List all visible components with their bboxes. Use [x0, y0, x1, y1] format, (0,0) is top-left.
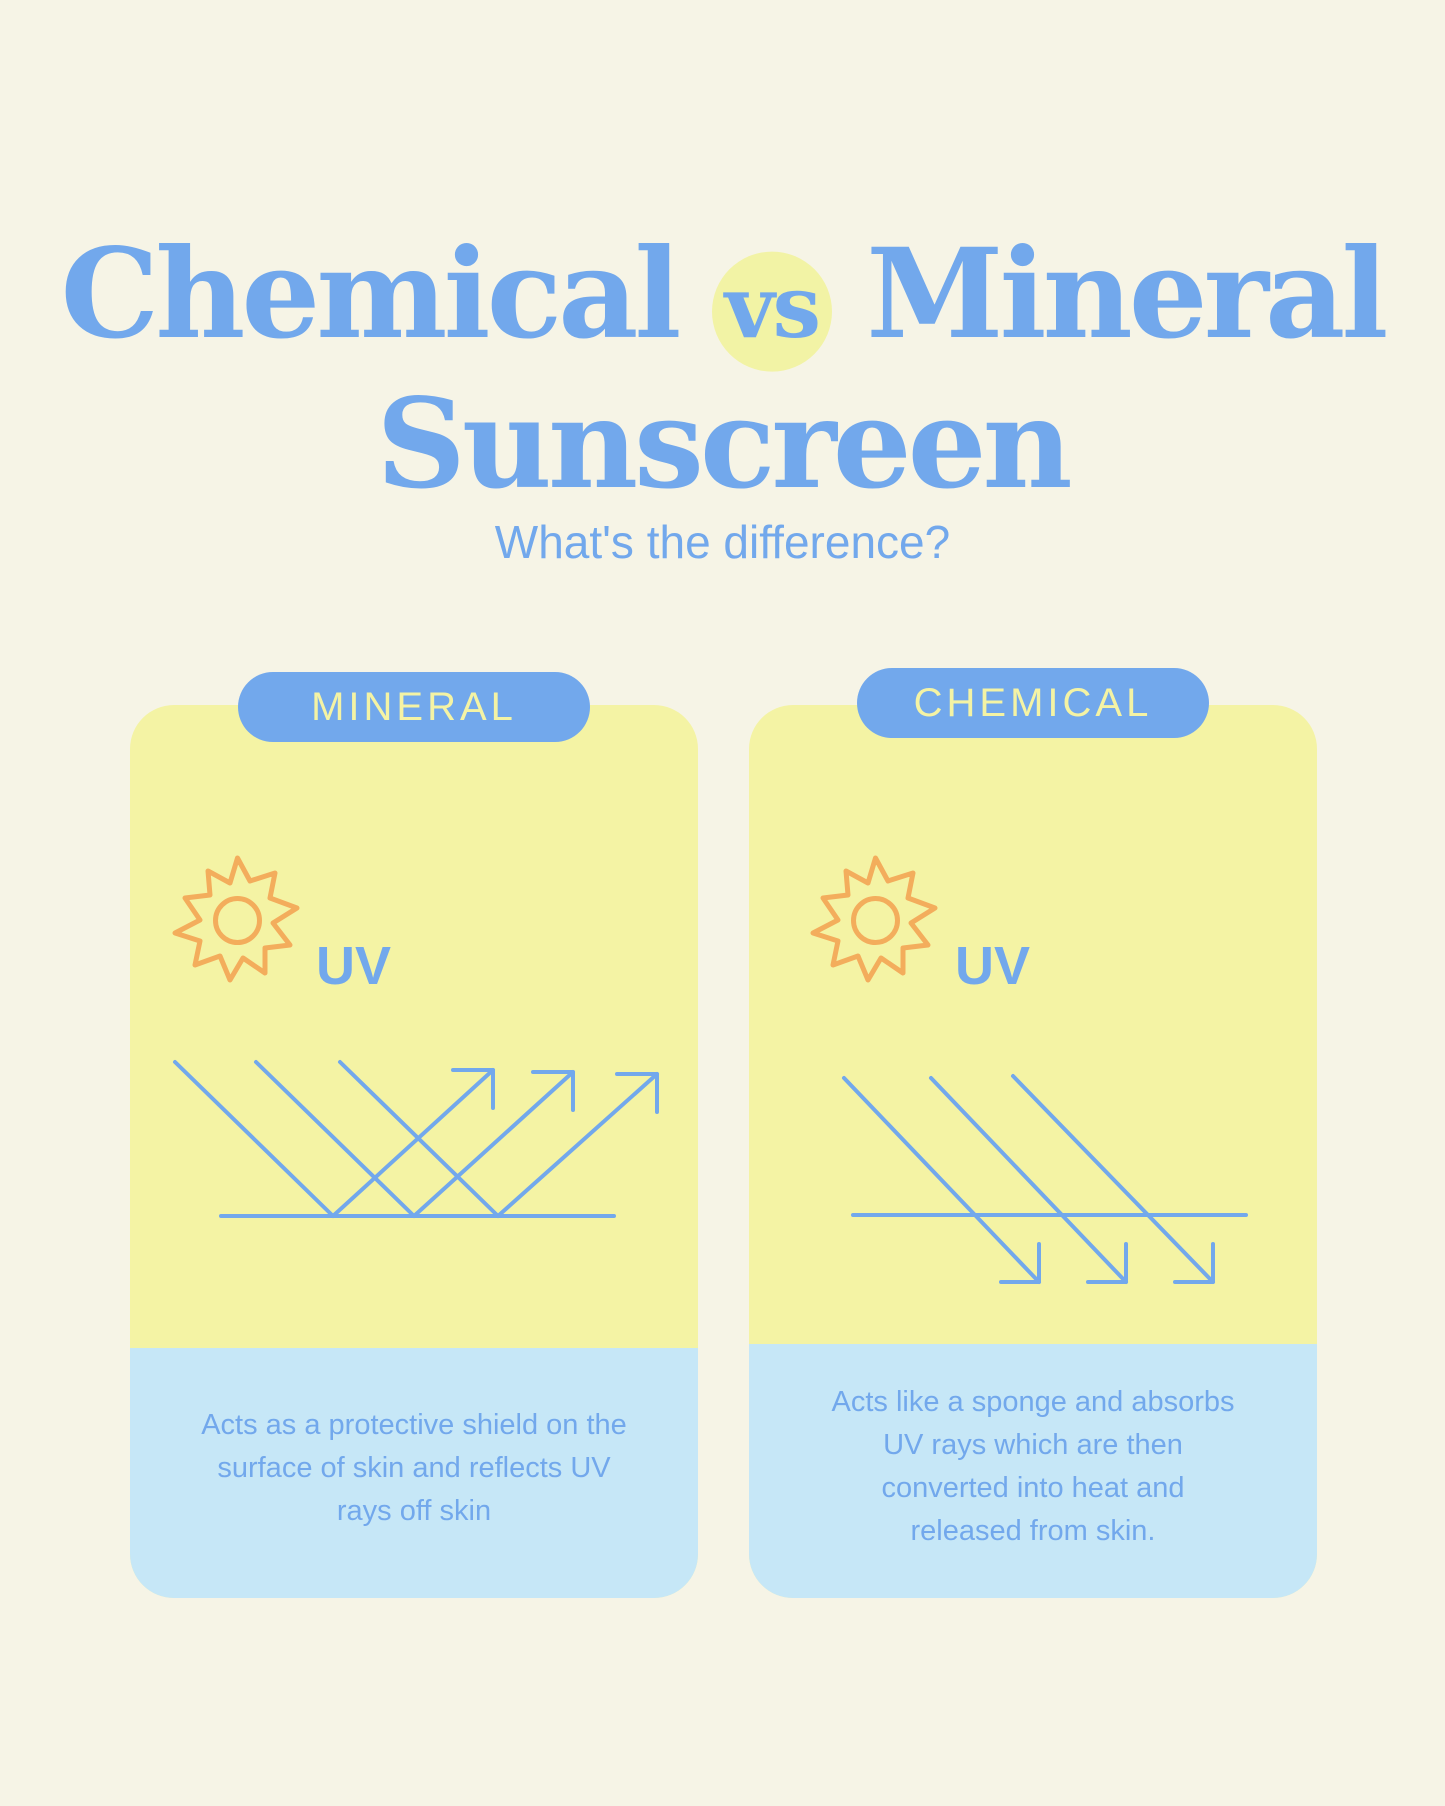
absorbed-ray [842, 1076, 1041, 1284]
title-chemical: Chemical [60, 222, 682, 367]
mineral-label-pill: MINERAL [238, 672, 590, 742]
chemical-label-pill: CHEMICAL [857, 668, 1209, 738]
vs-text: vs [724, 257, 821, 358]
incoming-ray [254, 1060, 416, 1218]
chemical-card-footer [749, 1344, 1317, 1598]
uv-label: UV [955, 936, 1031, 996]
uv-label: UV [316, 936, 392, 996]
arrow-head [1086, 1242, 1128, 1284]
arrow-head [999, 1242, 1041, 1284]
title-mineral: Mineral [866, 222, 1388, 367]
chemical-description: Acts like a sponge and absorbs UV rays w… [831, 1386, 1235, 1547]
mineral-description: Acts as a protective shield on the surfa… [201, 1409, 627, 1527]
arrow-head [451, 1068, 495, 1110]
arrow-head [531, 1070, 575, 1112]
arrow-head [1173, 1242, 1215, 1284]
incoming-ray [173, 1060, 335, 1218]
vs-badge: vs [711, 225, 832, 378]
sun-icon [810, 855, 938, 983]
absorbed-ray [929, 1076, 1128, 1284]
page-title: Chemical vs Mineral [0, 225, 1445, 378]
arrow-head [615, 1072, 659, 1114]
reflected-ray [331, 1068, 495, 1218]
reflected-ray [496, 1072, 659, 1218]
mineral-card-footer [130, 1348, 698, 1598]
vs-circle [711, 251, 832, 372]
chemical-card [749, 705, 1317, 1598]
title-sunscreen: Sunscreen [376, 372, 1072, 517]
sun-icon [172, 855, 300, 983]
absorbed-ray [1011, 1074, 1215, 1284]
mineral-card [130, 705, 698, 1598]
reflected-ray [412, 1070, 575, 1218]
subtitle: What's the difference? [494, 516, 951, 568]
